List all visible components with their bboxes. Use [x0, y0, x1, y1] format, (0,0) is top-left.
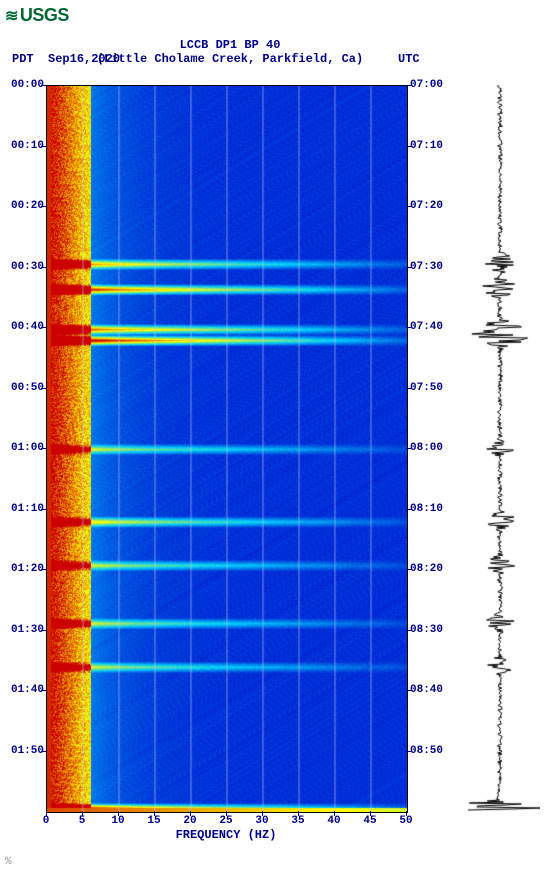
ytick-left: 00:50 [0, 382, 44, 394]
xtick: 0 [31, 815, 61, 827]
ytick-right: 07:50 [410, 382, 454, 394]
logo-wave: ≋ [5, 6, 18, 26]
ytick-left: 01:00 [0, 442, 44, 454]
ytick-right: 08:30 [410, 624, 454, 636]
ytick-left: 00:10 [0, 140, 44, 152]
ytick-right: 08:40 [410, 684, 454, 696]
xtick: 25 [211, 815, 241, 827]
x-axis-label: FREQUENCY (HZ) [46, 828, 406, 842]
xtick: 20 [175, 815, 205, 827]
ytick-left: 01:50 [0, 745, 44, 757]
xtick: 30 [247, 815, 277, 827]
spectrogram-canvas [47, 86, 407, 812]
ytick-right: 07:00 [410, 79, 454, 91]
usgs-logo: ≋USGS [5, 5, 69, 26]
ytick-right: 07:30 [410, 261, 454, 273]
ytick-left: 00:20 [0, 200, 44, 212]
ytick-right: 07:20 [410, 200, 454, 212]
xtick: 35 [283, 815, 313, 827]
xtick: 5 [67, 815, 97, 827]
ytick-left: 00:40 [0, 321, 44, 333]
xtick: 15 [139, 815, 169, 827]
ytick-right: 08:20 [410, 563, 454, 575]
logo-text: USGS [20, 5, 69, 25]
plot-title-line1: LCCB DP1 BP 40 [0, 38, 460, 52]
xtick: 45 [355, 815, 385, 827]
plot-location: (Little Cholame Creek, Parkfield, Ca) [0, 52, 460, 66]
ytick-left: 01:20 [0, 563, 44, 575]
ytick-left: 01:30 [0, 624, 44, 636]
xtick: 40 [319, 815, 349, 827]
ytick-right: 08:50 [410, 745, 454, 757]
seismogram-trace [460, 85, 540, 811]
xtick: 10 [103, 815, 133, 827]
ytick-right: 07:40 [410, 321, 454, 333]
ytick-right: 08:00 [410, 442, 454, 454]
ytick-right: 08:10 [410, 503, 454, 515]
ytick-right: 07:10 [410, 140, 454, 152]
ytick-left: 00:00 [0, 79, 44, 91]
ytick-left: 00:30 [0, 261, 44, 273]
ytick-left: 01:40 [0, 684, 44, 696]
tz-right-label: UTC [398, 52, 420, 66]
spectrogram-plot [46, 85, 408, 813]
footer-percent: % [5, 856, 12, 868]
ytick-left: 01:10 [0, 503, 44, 515]
seismogram-canvas [460, 85, 540, 811]
xtick: 50 [391, 815, 421, 827]
